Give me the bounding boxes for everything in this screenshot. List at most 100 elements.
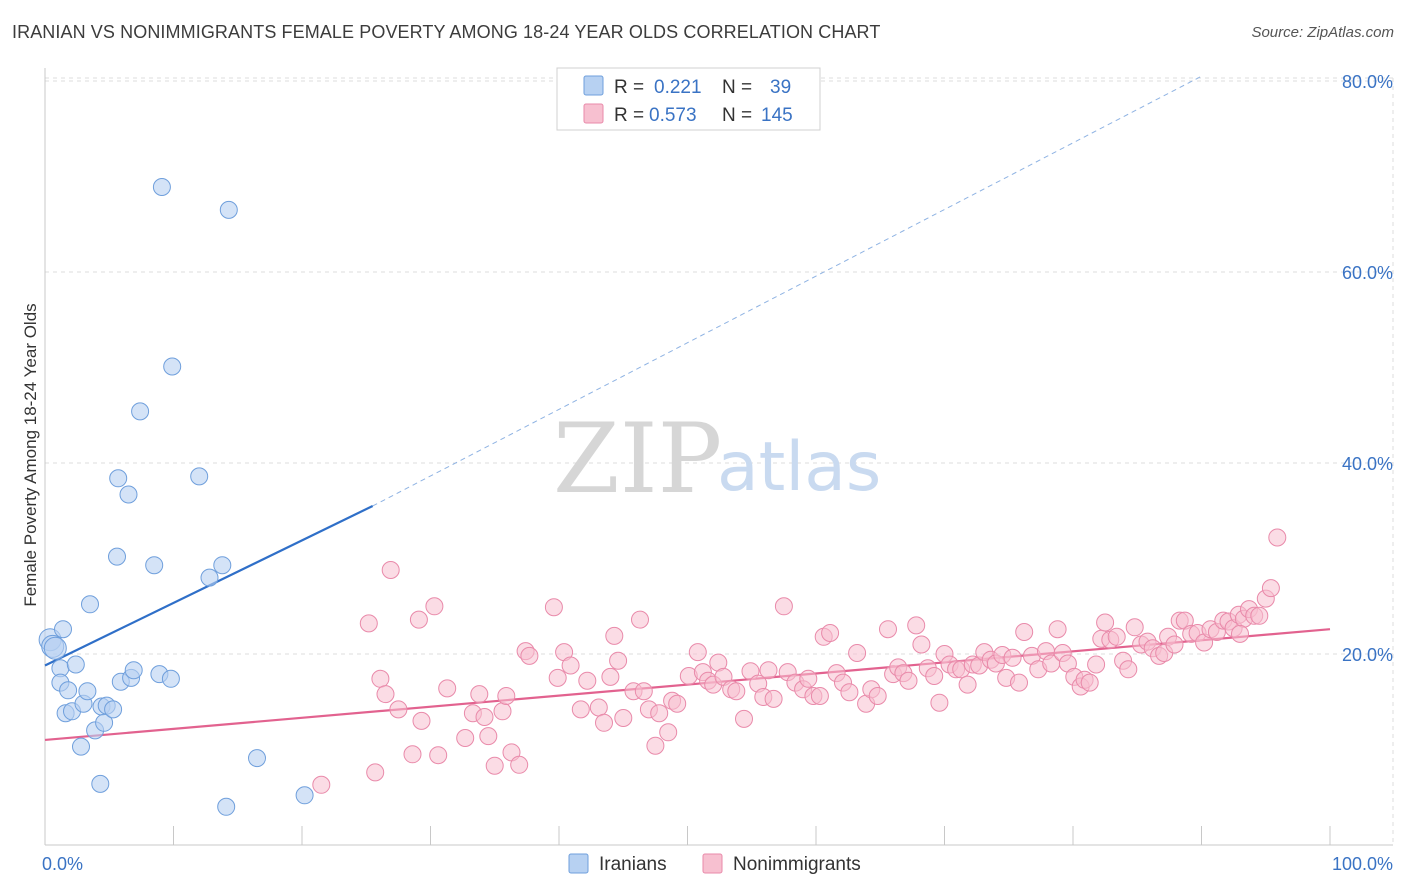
nonimmigrants-point bbox=[548, 668, 567, 687]
nonimmigrants-point bbox=[688, 643, 707, 662]
nonimmigrants-point bbox=[912, 635, 931, 654]
iranians-point bbox=[81, 595, 99, 614]
nonimmigrants-point bbox=[589, 698, 608, 717]
iranians-point bbox=[66, 655, 85, 674]
nonimmigrants-point bbox=[571, 700, 590, 719]
iranians-point bbox=[200, 568, 219, 587]
nonimmigrants-point bbox=[561, 656, 580, 675]
nonimmigrants-point bbox=[456, 729, 475, 747]
y-tick-label: 20.0% bbox=[1342, 645, 1393, 665]
nonimmigrants-point bbox=[799, 669, 818, 688]
iranians-point bbox=[124, 661, 143, 680]
nonimmigrants-point bbox=[925, 667, 944, 685]
nonimmigrants-point bbox=[958, 675, 977, 694]
nonimmigrants-point bbox=[1015, 623, 1034, 641]
nonimmigrants-point bbox=[1087, 655, 1106, 674]
nonimmigrants-point bbox=[868, 687, 887, 705]
nonimmigrants-point bbox=[359, 614, 378, 633]
iranians-point bbox=[43, 636, 67, 660]
nonimmigrants-point bbox=[1096, 613, 1115, 632]
nonimmigrants-point bbox=[601, 667, 620, 686]
nonimmigrants-point bbox=[475, 708, 494, 726]
axis-layer: 20.0% 40.0% 60.0% 80.0% 0.0% 100.0% bbox=[42, 68, 1393, 874]
nonimmigrants-point bbox=[605, 626, 624, 645]
nonimmigrants-point bbox=[764, 689, 783, 708]
legend-n-label-iranians: N = bbox=[722, 77, 752, 98]
nonimmigrants-point bbox=[578, 671, 597, 690]
nonimmigrants-points bbox=[312, 528, 1287, 794]
x-tick-label: 0.0% bbox=[42, 854, 83, 874]
y-tick-label: 80.0% bbox=[1342, 72, 1393, 92]
nonimmigrants-point bbox=[821, 624, 840, 642]
iranians-point bbox=[219, 200, 238, 219]
nonimmigrants-point bbox=[409, 610, 428, 629]
legend-n-label-nonimmigrants: N = bbox=[722, 105, 752, 126]
nonimmigrants-point bbox=[1268, 528, 1287, 547]
nonimmigrants-point bbox=[470, 685, 489, 704]
iranians-point bbox=[91, 774, 110, 793]
watermark-zip: ZIP bbox=[553, 403, 722, 515]
nonimmigrants-point bbox=[412, 711, 431, 730]
nonimmigrants-point bbox=[1231, 624, 1249, 643]
iranians-point bbox=[190, 467, 209, 486]
iranians-point bbox=[161, 669, 180, 688]
nonimmigrants-point bbox=[759, 661, 778, 680]
watermark: ZIP atlas bbox=[553, 403, 881, 515]
nonimmigrants-point bbox=[727, 682, 746, 701]
iranians-points bbox=[38, 178, 314, 816]
bottom-legend-swatch-iranians bbox=[568, 853, 589, 874]
iranians-point bbox=[152, 178, 171, 196]
nonimmigrants-point bbox=[497, 687, 516, 705]
y-tick-label: 40.0% bbox=[1342, 454, 1393, 474]
legend-n-value-iranians: 39 bbox=[770, 77, 791, 98]
nonimmigrants-point bbox=[1165, 635, 1184, 654]
nonimmigrants-point bbox=[735, 709, 753, 728]
bottom-legend-label-iranians: Iranians bbox=[599, 854, 667, 875]
nonimmigrants-point bbox=[1010, 673, 1028, 692]
nonimmigrants-point bbox=[1250, 606, 1269, 625]
nonimmigrants-point bbox=[381, 561, 400, 579]
nonimmigrants-point bbox=[634, 682, 653, 701]
nonimmigrants-point bbox=[1003, 648, 1022, 667]
nonimmigrants-point bbox=[774, 597, 793, 616]
nonimmigrants-point bbox=[429, 746, 448, 765]
nonimmigrants-point bbox=[544, 598, 563, 617]
chart-source: Source: ZipAtlas.com bbox=[1251, 24, 1394, 41]
iranians-point bbox=[248, 749, 266, 768]
iranians-trendline-extension bbox=[372, 75, 1202, 507]
iranians-point bbox=[108, 547, 126, 566]
nonimmigrants-point bbox=[1107, 627, 1126, 646]
stats-legend: R = 0.221 N = 39 R = 0.573 N = 145 bbox=[556, 67, 821, 131]
nonimmigrants-point bbox=[930, 693, 949, 712]
iranians-point bbox=[59, 681, 78, 700]
nonimmigrants-point bbox=[1119, 660, 1138, 679]
iranians-point bbox=[109, 469, 128, 488]
nonimmigrants-point bbox=[659, 723, 678, 742]
legend-r-label-nonimmigrants: R = bbox=[614, 105, 644, 126]
iranians-point bbox=[145, 556, 164, 575]
nonimmigrants-point bbox=[609, 651, 628, 670]
nonimmigrants-point bbox=[510, 755, 529, 774]
nonimmigrants-point bbox=[899, 671, 918, 690]
nonimmigrants-point bbox=[479, 727, 498, 746]
nonimmigrants-point bbox=[848, 644, 867, 662]
bottom-legend: Iranians Nonimmigrants bbox=[568, 853, 861, 875]
iranians-point bbox=[213, 556, 232, 575]
nonimmigrants-point bbox=[1125, 618, 1144, 637]
x-tick-label: 100.0% bbox=[1332, 854, 1393, 874]
bottom-legend-swatch-nonimmigrants bbox=[702, 853, 723, 874]
nonimmigrants-point bbox=[1048, 620, 1067, 639]
nonimmigrants-point bbox=[879, 620, 897, 639]
legend-r-value-nonimmigrants: 0.573 bbox=[649, 105, 697, 126]
nonimmigrants-point bbox=[520, 646, 539, 665]
nonimmigrants-point bbox=[668, 694, 687, 713]
watermark-atlas: atlas bbox=[717, 428, 881, 507]
nonimmigrants-point bbox=[650, 704, 669, 723]
iranians-point bbox=[119, 485, 138, 504]
nonimmigrants-point bbox=[595, 713, 613, 732]
nonimmigrants-point bbox=[907, 616, 926, 635]
legend-swatch-iranians bbox=[583, 75, 604, 96]
iranians-point bbox=[104, 700, 123, 719]
iranians-point bbox=[217, 797, 236, 816]
nonimmigrants-point bbox=[1261, 579, 1280, 598]
